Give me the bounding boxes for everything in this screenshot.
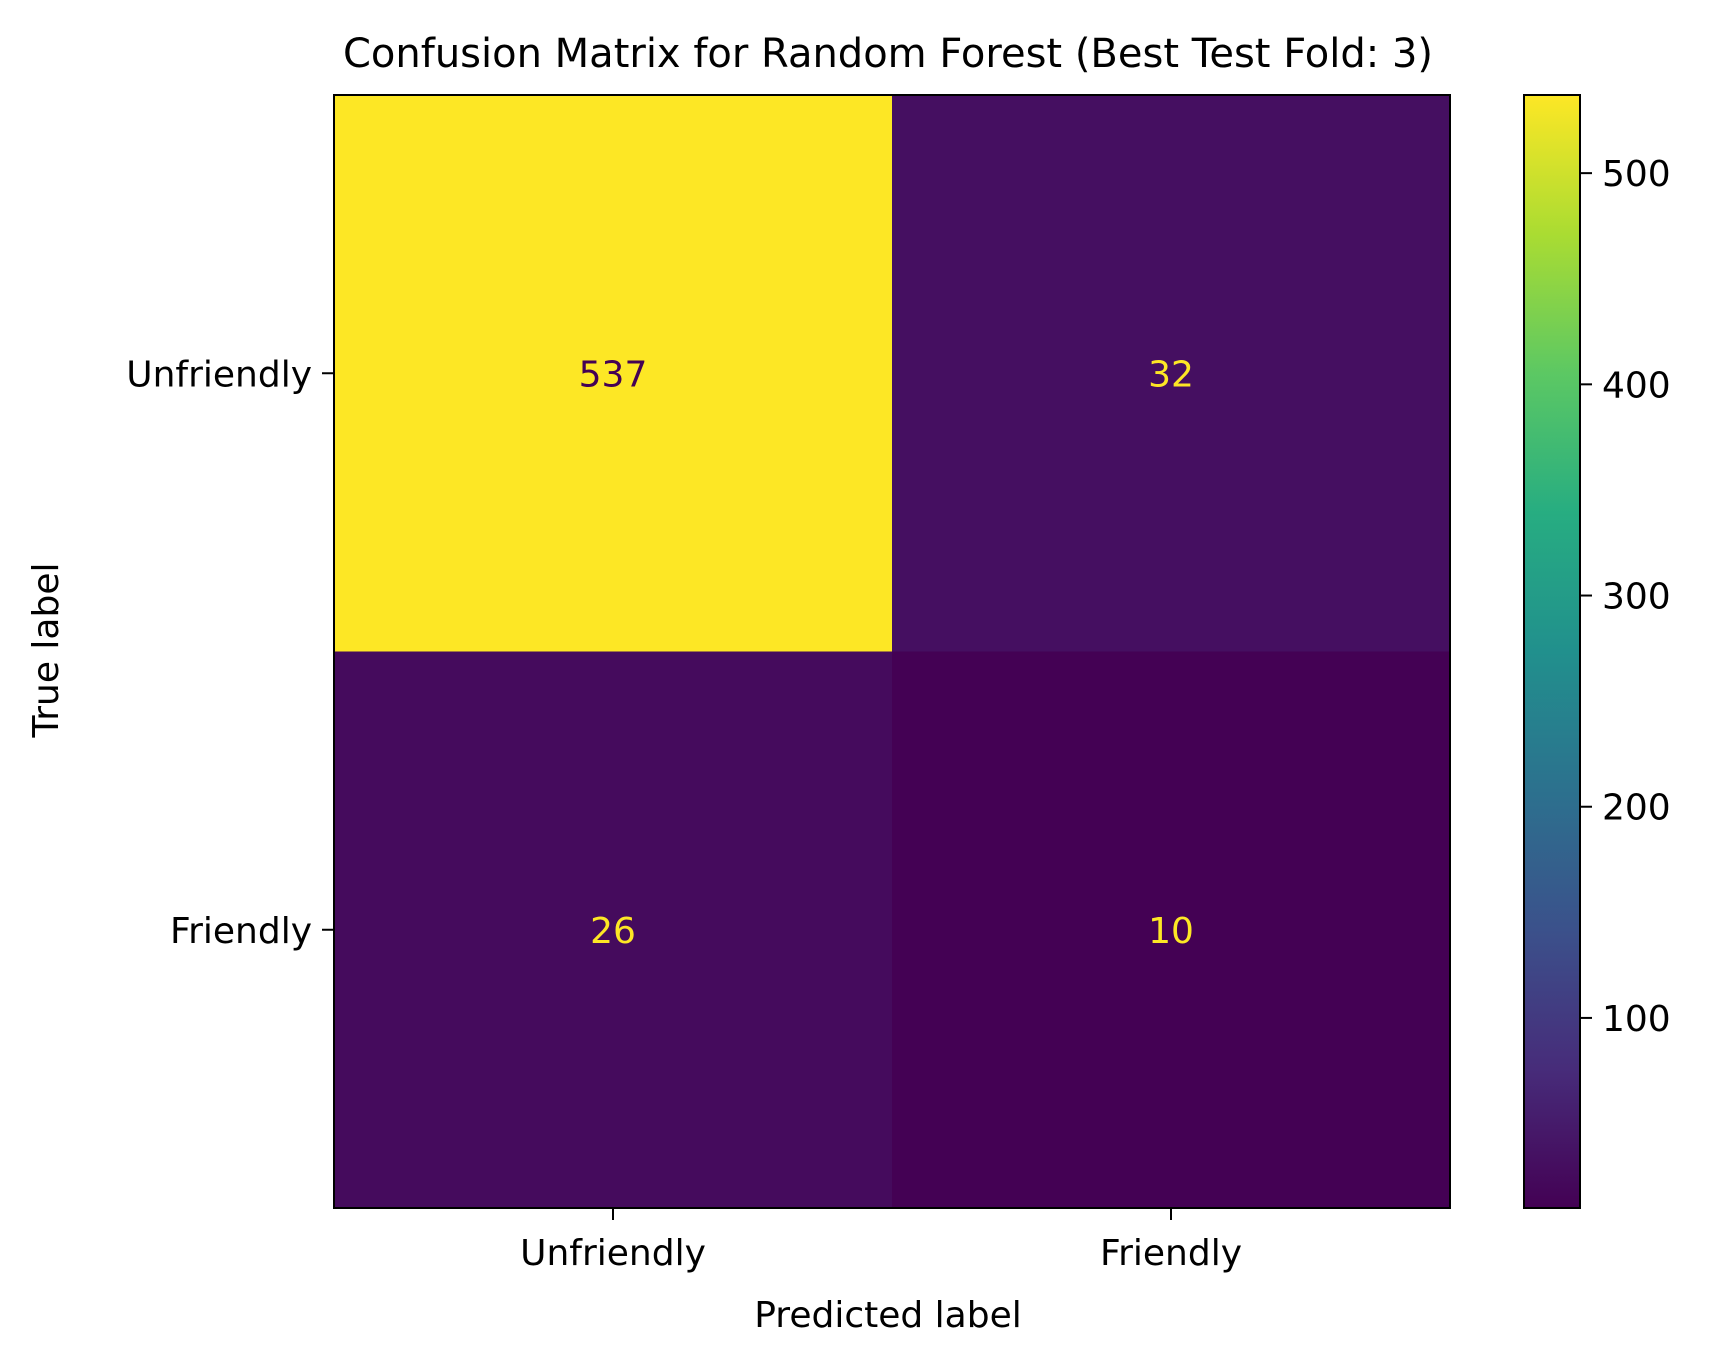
matrix-cell — [892, 651, 1451, 1209]
cell-value-label: 537 — [579, 354, 648, 395]
cell-values: 537 32 26 10 — [579, 354, 1194, 952]
matrix-cell — [892, 95, 1451, 652]
cell-value-label: 26 — [590, 911, 636, 952]
colorbar-tick-label: 100 — [1602, 999, 1671, 1040]
cell-value-label: 32 — [1148, 354, 1194, 395]
y-tick-label: Unfriendly — [126, 354, 312, 395]
colorbar-ticks: 100 200 300 400 500 — [1580, 154, 1671, 1040]
chart-title: Confusion Matrix for Random Forest (Best… — [343, 31, 1433, 77]
matrix-cell — [334, 95, 893, 652]
colorbar-tick-label: 400 — [1602, 365, 1671, 406]
matrix-cells — [334, 95, 1451, 1209]
x-axis-ticks: Unfriendly Friendly — [520, 1208, 1242, 1274]
matrix-cell — [334, 651, 893, 1209]
x-tick-label: Friendly — [1100, 1233, 1242, 1274]
y-axis-ticks: Unfriendly Friendly — [126, 354, 334, 952]
x-tick-label: Unfriendly — [520, 1233, 706, 1274]
y-tick-label: Friendly — [170, 911, 312, 952]
cell-value-label: 10 — [1148, 911, 1194, 952]
colorbar-tick-label: 300 — [1602, 577, 1671, 618]
matrix-frame — [333, 94, 1451, 1209]
colorbar — [1523, 94, 1581, 1209]
colorbar-tick-label: 500 — [1602, 154, 1671, 195]
y-axis-label: True label — [26, 563, 67, 739]
x-axis-label: Predicted label — [754, 1295, 1022, 1336]
colorbar-tick-label: 200 — [1602, 788, 1671, 829]
